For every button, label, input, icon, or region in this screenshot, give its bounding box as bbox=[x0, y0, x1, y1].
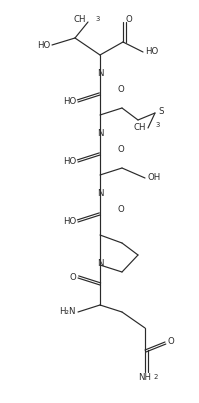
Text: N: N bbox=[97, 129, 103, 137]
Text: O: O bbox=[167, 337, 174, 347]
Text: 3: 3 bbox=[156, 122, 160, 128]
Text: HO: HO bbox=[63, 218, 76, 226]
Text: N: N bbox=[97, 69, 103, 77]
Text: O: O bbox=[125, 15, 132, 25]
Text: O: O bbox=[69, 274, 76, 283]
Text: CH: CH bbox=[134, 123, 146, 133]
Text: 2: 2 bbox=[153, 374, 157, 380]
Text: HO: HO bbox=[37, 40, 50, 50]
Text: H₂N: H₂N bbox=[60, 307, 76, 316]
Text: HO: HO bbox=[63, 158, 76, 166]
Text: S: S bbox=[158, 106, 164, 116]
Text: 3: 3 bbox=[96, 16, 100, 22]
Text: NH: NH bbox=[139, 372, 151, 382]
Text: HO: HO bbox=[63, 98, 76, 106]
Text: N: N bbox=[97, 189, 103, 197]
Text: O: O bbox=[118, 145, 125, 154]
Text: CH: CH bbox=[73, 15, 86, 25]
Text: N: N bbox=[97, 258, 103, 268]
Text: OH: OH bbox=[147, 174, 160, 183]
Text: O: O bbox=[118, 206, 125, 214]
Text: O: O bbox=[118, 85, 125, 94]
Text: HO: HO bbox=[145, 48, 158, 56]
